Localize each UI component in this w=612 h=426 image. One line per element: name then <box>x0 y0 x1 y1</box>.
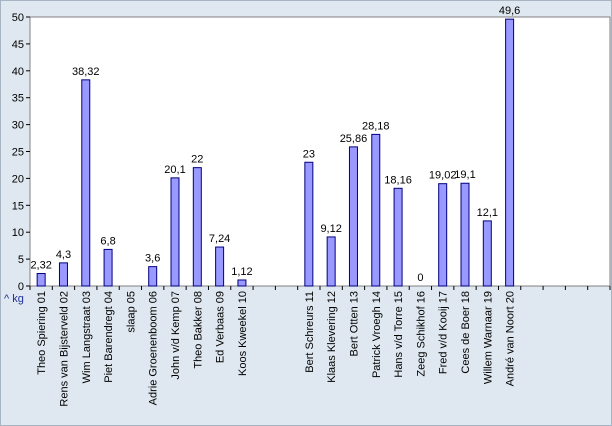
data-label: 49,6 <box>499 5 520 17</box>
bar <box>36 273 46 287</box>
x-category-label: Zeeg Schikhof 16 <box>415 291 427 377</box>
y-tick-label: 20 <box>12 173 24 185</box>
x-category-label: Klaas Klevering 12 <box>326 291 338 383</box>
data-label: 25,86 <box>340 133 368 145</box>
data-label: 9,12 <box>320 223 341 235</box>
y-tick-label: 10 <box>12 227 24 239</box>
data-label: 12,1 <box>477 207 498 219</box>
bar <box>192 167 202 287</box>
data-label: 0 <box>417 272 423 284</box>
x-category-label: Wim Langstraat 03 <box>81 291 93 383</box>
bar <box>482 220 492 287</box>
data-label: 28,18 <box>362 120 390 132</box>
bars <box>36 18 515 287</box>
y-tick-label: 35 <box>12 93 24 105</box>
plot-area <box>29 16 611 287</box>
x-category-label: Ed Verbaas 09 <box>215 291 227 363</box>
bar <box>393 187 403 287</box>
data-label: 1,12 <box>231 266 252 278</box>
bar <box>58 262 68 287</box>
data-label: 7,24 <box>209 233 230 245</box>
x-category-label: Willem Warnaar 19 <box>482 291 494 384</box>
bar <box>103 248 113 287</box>
x-category-label: Bert Schreurs 11 <box>304 291 316 373</box>
bar <box>170 177 180 287</box>
x-category-label: slaap 05 <box>125 291 137 333</box>
data-label: 19,1 <box>454 169 475 181</box>
x-category-label: Piet Barendregt 04 <box>103 291 115 383</box>
bar <box>460 182 470 287</box>
bar <box>215 246 225 287</box>
bar <box>81 79 91 287</box>
x-category-label: Koos Kweekel 10 <box>237 291 249 376</box>
bar <box>438 183 448 287</box>
x-category-label: Cees de Boer 18 <box>460 291 472 374</box>
data-label: 6,8 <box>100 235 115 247</box>
x-category-label: Theo Bakker 08 <box>192 291 204 369</box>
y-unit-label: ^ kg <box>4 293 24 305</box>
bar <box>237 279 247 287</box>
x-category-label: Fred v/d Kooij 17 <box>438 291 450 374</box>
x-category-label: Bert Otten 13 <box>348 291 360 356</box>
data-label: 4,3 <box>56 249 71 261</box>
data-label: 19,02 <box>429 170 457 182</box>
bar <box>371 133 381 287</box>
data-labels: 2,32 4,3 38,32 6,8 3,6 20,1 22 7,24 1,12 23 9,12 25… <box>30 5 520 284</box>
bar <box>326 236 336 287</box>
x-category-label: Hans v/d Torre 15 <box>393 291 405 378</box>
y-tick-label: 25 <box>12 147 24 159</box>
x-axis: Theo Spiering 01 Rens van Bijsterveld 02 W… <box>29 286 611 407</box>
data-label: 20,1 <box>164 164 185 176</box>
data-label: 18,16 <box>384 174 412 186</box>
bar <box>148 266 158 287</box>
x-category-label: Adrie Groenenboom 06 <box>148 291 160 405</box>
data-label: 38,32 <box>72 66 100 78</box>
x-category-label: Rens van Bijsterveld 02 <box>58 291 70 407</box>
y-axis: 0 5 10 15 20 25 30 35 40 45 50 <box>12 12 30 293</box>
x-category-label: Theo Spiering 01 <box>36 291 48 375</box>
y-tick-label: 15 <box>12 200 24 212</box>
y-tick-label: 40 <box>12 66 24 78</box>
bar <box>505 18 515 287</box>
x-category-label: Patrick Vroegh 14 <box>371 291 383 378</box>
bar <box>304 161 314 287</box>
y-tick-label: 50 <box>12 12 24 24</box>
x-category-label: André van Noort 20 <box>505 291 517 386</box>
y-tick-label: 45 <box>12 39 24 51</box>
data-label: 22 <box>191 154 203 166</box>
data-label: 2,32 <box>30 260 51 272</box>
data-label: 3,6 <box>145 253 160 265</box>
data-label: 23 <box>303 148 315 160</box>
y-tick-label: 30 <box>12 120 24 132</box>
bar <box>348 146 358 287</box>
y-tick-label: 0 <box>18 281 24 293</box>
y-tick-label: 5 <box>18 254 24 266</box>
x-category-label: John v/d Kemp 07 <box>170 291 182 380</box>
